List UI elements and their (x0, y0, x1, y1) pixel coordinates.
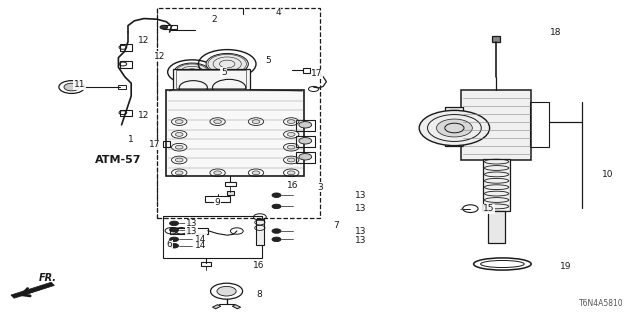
Circle shape (287, 158, 295, 162)
Bar (296, 152, 315, 163)
Circle shape (299, 138, 312, 144)
Text: 5: 5 (266, 56, 271, 65)
Circle shape (287, 145, 295, 149)
Bar (157, 8, 320, 218)
Bar (256, 219, 264, 245)
Circle shape (160, 25, 168, 29)
Circle shape (287, 132, 295, 136)
Text: 17: 17 (149, 140, 161, 149)
Bar (163, 141, 170, 147)
Polygon shape (232, 305, 241, 309)
Circle shape (299, 154, 312, 160)
Circle shape (217, 286, 236, 296)
Bar (170, 228, 208, 234)
Circle shape (287, 120, 295, 124)
Text: 13: 13 (186, 227, 197, 236)
Circle shape (252, 171, 260, 175)
Circle shape (287, 171, 295, 175)
Text: 14: 14 (195, 235, 207, 244)
Circle shape (64, 83, 79, 91)
Text: 7: 7 (333, 221, 339, 230)
Text: 12: 12 (138, 36, 149, 44)
Bar (445, 107, 463, 146)
Bar (296, 136, 315, 147)
Circle shape (170, 244, 179, 248)
Bar (120, 61, 132, 68)
Text: 16: 16 (253, 261, 264, 270)
Bar (120, 44, 132, 51)
Text: 8: 8 (256, 290, 262, 299)
Text: 15: 15 (483, 204, 495, 213)
Circle shape (206, 53, 248, 75)
Circle shape (214, 171, 221, 175)
Text: 17: 17 (311, 69, 323, 78)
Bar (120, 110, 132, 116)
Text: 2: 2 (211, 15, 217, 24)
Text: 4: 4 (275, 8, 281, 17)
Text: T6N4A5810: T6N4A5810 (579, 299, 624, 308)
Bar (296, 120, 315, 131)
Bar (483, 159, 510, 211)
Bar (176, 70, 246, 88)
Polygon shape (11, 282, 54, 298)
Text: 3: 3 (317, 183, 323, 192)
Circle shape (299, 122, 312, 128)
Polygon shape (212, 305, 221, 309)
Text: 19: 19 (560, 262, 572, 271)
Circle shape (214, 120, 221, 124)
Bar (488, 211, 505, 243)
Text: 6: 6 (166, 240, 172, 249)
Bar (227, 191, 234, 195)
Bar (118, 85, 126, 89)
Bar (492, 36, 500, 42)
Circle shape (175, 120, 183, 124)
Bar (461, 90, 531, 160)
Circle shape (175, 145, 183, 149)
Text: 13: 13 (355, 236, 367, 245)
Text: ATM-57: ATM-57 (95, 155, 141, 165)
Text: 11: 11 (74, 80, 85, 89)
Bar (173, 69, 250, 90)
Text: 14: 14 (195, 241, 207, 250)
Text: 13: 13 (355, 204, 367, 212)
Text: 13: 13 (186, 220, 197, 228)
Text: 12: 12 (154, 52, 165, 60)
Bar (166, 90, 304, 176)
Circle shape (419, 110, 490, 146)
Text: 10: 10 (602, 170, 613, 179)
Circle shape (170, 221, 179, 226)
Bar (530, 102, 549, 147)
Text: 1: 1 (128, 135, 134, 144)
Circle shape (272, 229, 281, 233)
Bar (205, 196, 230, 202)
Text: 9: 9 (214, 198, 220, 207)
Circle shape (272, 237, 281, 242)
Circle shape (252, 120, 260, 124)
Bar (303, 68, 310, 73)
Circle shape (436, 119, 472, 137)
Circle shape (175, 171, 183, 175)
Text: 16: 16 (287, 181, 298, 190)
Text: 5: 5 (221, 68, 227, 76)
Text: 12: 12 (138, 111, 149, 120)
Circle shape (170, 237, 179, 242)
Bar (163, 25, 177, 29)
Bar (163, 216, 262, 258)
Text: 18: 18 (550, 28, 562, 36)
Bar (201, 262, 211, 266)
Circle shape (272, 193, 281, 197)
Bar (225, 182, 236, 186)
Circle shape (272, 204, 281, 209)
Circle shape (175, 158, 183, 162)
Text: 13: 13 (355, 191, 367, 200)
Circle shape (174, 63, 210, 81)
Text: FR.: FR. (38, 273, 56, 283)
Circle shape (175, 132, 183, 136)
Circle shape (170, 228, 179, 232)
Text: 13: 13 (355, 227, 367, 236)
